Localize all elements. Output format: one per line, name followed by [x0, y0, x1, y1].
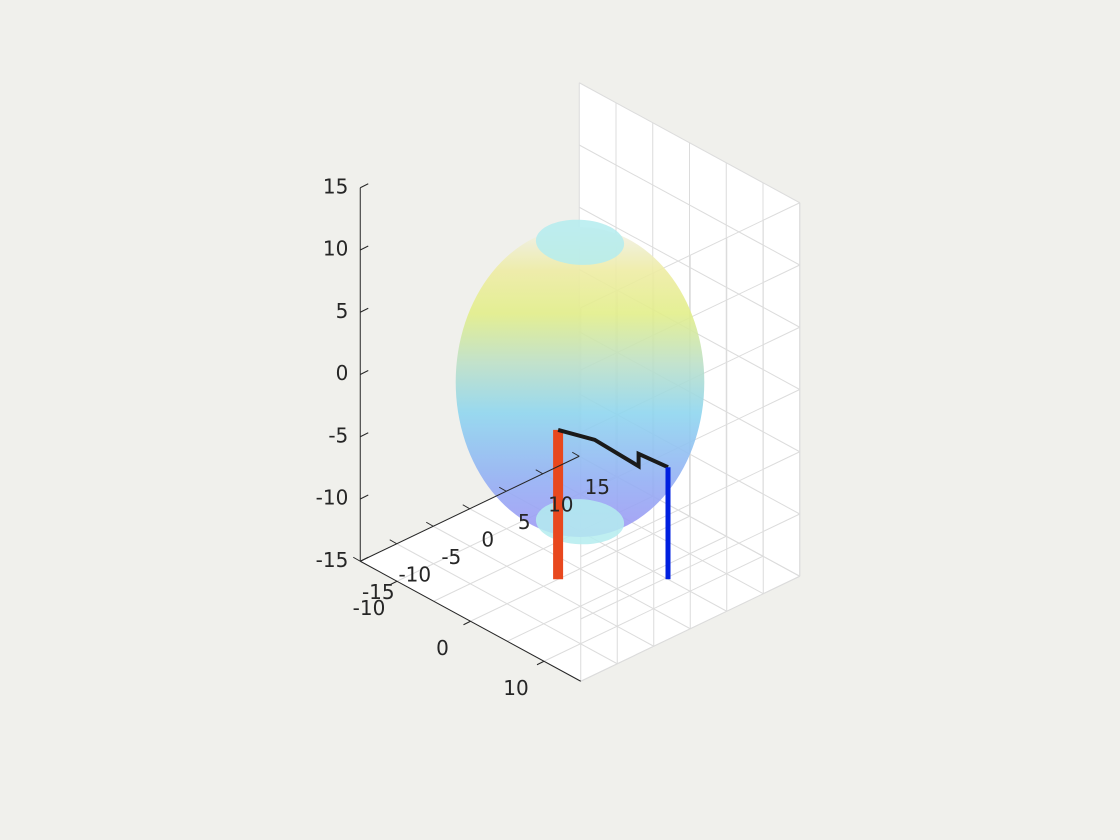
grid-line [469, 508, 691, 630]
sphere-surface [455, 219, 705, 545]
grid-line [396, 543, 618, 665]
y-tick-label: -5 [441, 545, 461, 569]
z-tick-mark [360, 432, 369, 438]
y-tick-label: -15 [362, 580, 395, 604]
x-tick-label: 0 [436, 636, 449, 660]
z-tick-label: 5 [336, 299, 349, 323]
x-tick-mark [463, 620, 471, 626]
grid-line [433, 525, 654, 647]
x-tick-mark [389, 580, 398, 586]
y-tick-mark [462, 504, 470, 510]
z-tick-mark [360, 183, 369, 189]
y-tick-label: 15 [585, 475, 610, 499]
y-tick-label: 5 [518, 510, 531, 534]
x-tick-label: -10 [353, 596, 386, 620]
y-tick-label: -10 [398, 562, 431, 586]
z-tick-label: -5 [328, 423, 348, 447]
z-tick-label: -15 [316, 548, 349, 572]
z-tick-mark [360, 494, 369, 500]
grid-line [579, 144, 800, 266]
grid-line [580, 451, 800, 558]
line-series-1 [557, 427, 669, 470]
grid-line [580, 575, 800, 682]
y-tick-label: 10 [548, 492, 573, 516]
sphere-body [455, 227, 705, 537]
sphere-top-cap [535, 219, 625, 265]
y-tick-label: 0 [481, 527, 494, 551]
grid-line [579, 82, 800, 204]
z-tick-label: 15 [323, 174, 348, 198]
grid-line [579, 206, 800, 328]
y-tick-mark [572, 451, 580, 457]
y-tick-mark [353, 556, 361, 562]
z-tick-mark [360, 245, 369, 251]
y-tick-mark [389, 539, 397, 545]
x-tick-label: 10 [503, 676, 528, 700]
y-tick-mark [499, 486, 507, 492]
y-tick-mark [535, 469, 543, 475]
x-tick-mark [536, 660, 545, 666]
z-tick-label: 0 [336, 361, 349, 385]
z-tick-mark [360, 370, 369, 375]
y-tick-mark [426, 521, 434, 527]
grid-line [580, 513, 800, 620]
z-tick-mark [360, 307, 369, 313]
z-tick-label: -10 [316, 486, 349, 510]
z-tick-mark [360, 556, 369, 562]
z-tick-label: 10 [323, 237, 348, 261]
data-lines [553, 427, 671, 580]
